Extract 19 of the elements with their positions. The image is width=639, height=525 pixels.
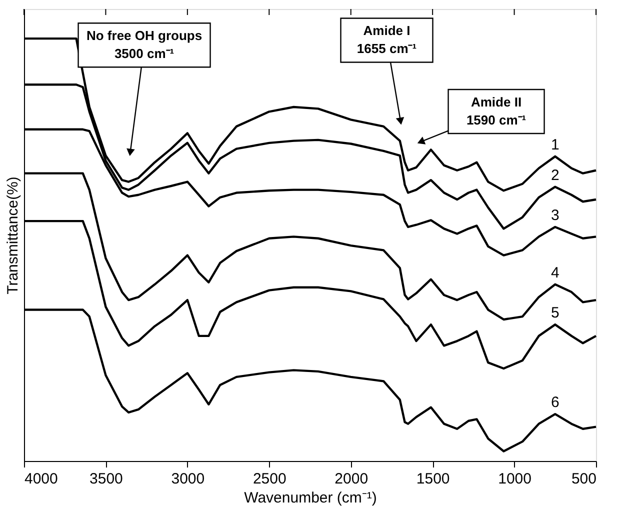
series-label: 3 [550,206,560,224]
x-tick-label: 1500 [416,470,450,488]
x-tick-label: 3500 [90,470,123,488]
annotation: Amide I 1655 cm⁻¹ [356,23,417,56]
x-tick-label: 500 [571,470,596,488]
x-tick-label: 4000 [24,470,58,488]
x-axis-title: Wavenumber (cm⁻¹) [244,490,377,506]
y-axis-title: Transmittance(%) [4,176,22,294]
x-tick-label: 1000 [498,470,532,488]
series-label: 2 [550,166,560,184]
annotation: No free OH groups 3500 cm⁻¹ [86,28,202,62]
series-label: 6 [550,394,560,412]
series-label: 1 [550,136,560,154]
annotation: Amide II 1590 cm⁻¹ [466,94,526,128]
x-tick-label: 2500 [252,470,286,488]
series-label: 4 [550,264,560,282]
x-tick-label: 3000 [171,470,205,488]
series-label: 5 [550,304,560,322]
x-tick-label: 2000 [334,470,368,488]
